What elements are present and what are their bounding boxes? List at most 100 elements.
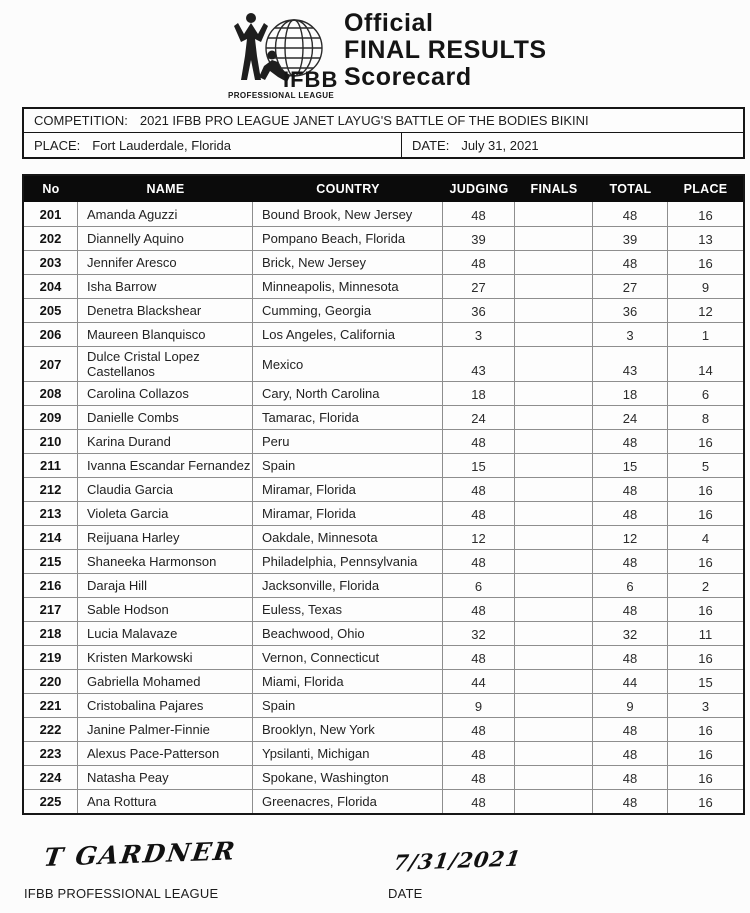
total-score: 9 [593, 694, 668, 717]
competitor-country: Brooklyn, New York [253, 718, 443, 741]
finals-score [515, 790, 593, 813]
competitor-name: Janine Palmer-Finnie [78, 718, 253, 741]
competition-label: COMPETITION: [34, 113, 128, 128]
competitor-name: Reijuana Harley [78, 526, 253, 549]
competitor-number: 223 [24, 742, 78, 765]
total-score: 27 [593, 275, 668, 298]
competitor-country: Philadelphia, Pennsylvania [253, 550, 443, 573]
competitor-number: 205 [24, 299, 78, 322]
judging-score: 48 [443, 478, 515, 501]
place-result: 8 [701, 411, 710, 426]
total-score: 44 [593, 670, 668, 693]
competitor-name: Daraja Hill [78, 574, 253, 597]
place-result: 6 [701, 387, 710, 402]
column-header: No [42, 182, 60, 196]
competitor-number: 222 [24, 718, 78, 741]
competitor-name: Denetra Blackshear [78, 299, 253, 322]
place-result: 16 [698, 795, 713, 810]
competition-value: 2021 IFBB PRO LEAGUE JANET LAYUG'S BATTL… [139, 113, 589, 128]
finals-score [515, 502, 593, 525]
competitor-number: 216 [24, 574, 78, 597]
competitor-country: Beachwood, Ohio [253, 622, 443, 645]
total-score: 48 [593, 598, 668, 621]
competitor-number: 214 [24, 526, 78, 549]
date-label: DATE: [412, 137, 450, 153]
table-row: 220 Gabriella Mohamed Miami, Florida 44 … [24, 669, 743, 693]
place-result: 15 [698, 675, 713, 690]
column-header: FINALS [530, 182, 578, 196]
place-result: 14 [698, 363, 713, 378]
competitor-name: Natasha Peay [78, 766, 253, 789]
place-result: 16 [698, 435, 713, 450]
total-score: 43 [593, 347, 668, 381]
competitor-number: 211 [24, 454, 78, 477]
competitor-number: 225 [24, 790, 78, 813]
competitor-country: Bound Brook, New Jersey [253, 202, 443, 226]
competitor-name: Diannelly Aquino [78, 227, 253, 250]
competitor-number: 215 [24, 550, 78, 573]
competition-cell: COMPETITION: 2021 IFBB PRO LEAGUE JANET … [24, 109, 589, 132]
competitor-name: Jennifer Aresco [78, 251, 253, 274]
table-row: 224 Natasha Peay Spokane, Washington 48 … [24, 765, 743, 789]
competitor-number: 202 [24, 227, 78, 250]
competitor-country: Spain [253, 454, 443, 477]
date-cell: DATE: July 31, 2021 [402, 133, 743, 157]
logo-suborg-text: PROFESSIONAL LEAGUE [228, 91, 334, 100]
judging-score: 48 [443, 550, 515, 573]
finals-score [515, 694, 593, 717]
competitor-country: Euless, Texas [253, 598, 443, 621]
judging-score: 48 [443, 251, 515, 274]
judging-score: 48 [443, 790, 515, 813]
competitor-country: Spain [253, 694, 443, 717]
place-result: 12 [698, 304, 713, 319]
competitor-country: Minneapolis, Minnesota [253, 275, 443, 298]
table-row: 206 Maureen Blanquisco Los Angeles, Cali… [24, 322, 743, 346]
judging-score: 18 [443, 382, 515, 405]
place-date-row: PLACE: Fort Lauderdale, Florida DATE: Ju… [24, 133, 743, 157]
finals-score [515, 550, 593, 573]
judging-score: 9 [443, 694, 515, 717]
competitor-country: Miramar, Florida [253, 502, 443, 525]
competitor-country: Miramar, Florida [253, 478, 443, 501]
logo-org-text: IFBB [283, 67, 338, 92]
competitor-number: 201 [24, 202, 78, 226]
table-row: 201 Amanda Aguzzi Bound Brook, New Jerse… [24, 202, 743, 226]
org-label: IFBB PROFESSIONAL LEAGUE [24, 886, 219, 901]
document-title: Official FINAL RESULTS Scorecard [344, 10, 547, 91]
competitor-country: Spokane, Washington [253, 766, 443, 789]
table-row: 202 Diannelly Aquino Pompano Beach, Flor… [24, 226, 743, 250]
judging-score: 48 [443, 430, 515, 453]
competitor-country: Miami, Florida [253, 670, 443, 693]
results-table: No NAME COUNTRY JUDGING FINALS TOTAL PLACE 201… [22, 174, 745, 815]
competitor-number: 220 [24, 670, 78, 693]
competitor-number: 209 [24, 406, 78, 429]
judging-score: 39 [443, 227, 515, 250]
total-score: 48 [593, 478, 668, 501]
competitor-number: 204 [24, 275, 78, 298]
competitor-country: Pompano Beach, Florida [253, 227, 443, 250]
total-score: 39 [593, 227, 668, 250]
place-result: 16 [698, 747, 713, 762]
judging-score: 48 [443, 742, 515, 765]
judging-score: 12 [443, 526, 515, 549]
competitor-number: 208 [24, 382, 78, 405]
competitor-country: Los Angeles, California [253, 323, 443, 346]
competitor-number: 224 [24, 766, 78, 789]
judging-score: 48 [443, 502, 515, 525]
judging-score: 48 [443, 598, 515, 621]
judging-score: 44 [443, 670, 515, 693]
column-header: COUNTRY [316, 182, 380, 196]
place-result: 16 [698, 555, 713, 570]
place-result: 5 [701, 459, 710, 474]
finals-score [515, 478, 593, 501]
column-header: NAME [146, 182, 185, 196]
place-result: 9 [701, 280, 710, 295]
ifbb-logo: IFBB PROFESSIONAL LEAGUE [226, 8, 338, 100]
place-result: 16 [698, 723, 713, 738]
total-score: 48 [593, 251, 668, 274]
finals-score [515, 574, 593, 597]
total-score: 48 [593, 430, 668, 453]
competitor-number: 219 [24, 646, 78, 669]
table-row: 211 Ivanna Escandar Fernandez Spain 15 1… [24, 453, 743, 477]
date-value: July 31, 2021 [461, 137, 539, 153]
